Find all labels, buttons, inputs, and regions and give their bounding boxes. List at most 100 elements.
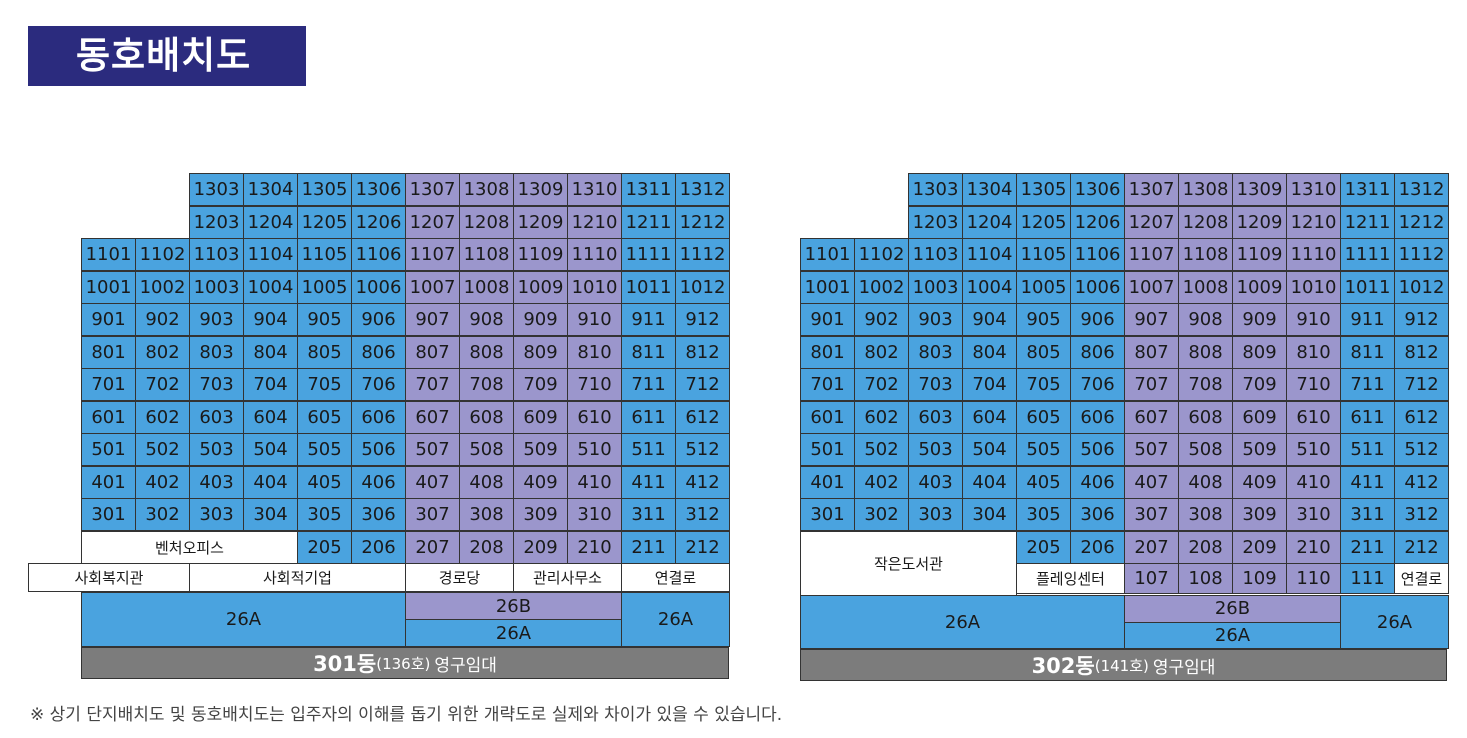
unit-cell: 709 <box>1232 368 1287 401</box>
unit-cell: 1303 <box>189 173 244 206</box>
unit-cell: 805 <box>1016 335 1071 369</box>
unit-cell: 501 <box>81 433 136 466</box>
building-301-caption: 301동 (136호) 영구임대 <box>81 647 729 679</box>
unit-cell: 802 <box>854 335 909 369</box>
unit-cell: 807 <box>1124 335 1179 369</box>
unit-cell: 303 <box>189 498 244 531</box>
unit-cell: 1004 <box>243 270 298 304</box>
unit-cell: 711 <box>621 368 676 401</box>
unit-cell: 902 <box>854 303 909 336</box>
unit-cell: 403 <box>189 465 244 499</box>
unit-cell: 509 <box>513 433 568 466</box>
unit-cell: 1311 <box>621 173 676 206</box>
unit-cell: 1101 <box>800 238 855 271</box>
unit-cell: 907 <box>1124 303 1179 336</box>
unit-cell: 1207 <box>1124 205 1179 239</box>
unit-cell: 1206 <box>351 205 406 239</box>
unit-cell: 205 <box>1016 530 1071 564</box>
unit-cell: 407 <box>405 465 460 499</box>
unit-cell: 906 <box>1070 303 1125 336</box>
unit-cell: 301 <box>81 498 136 531</box>
unit-cell: 812 <box>1394 335 1449 369</box>
unit-cell: 1204 <box>962 205 1017 239</box>
unit-cell: 1010 <box>1286 270 1341 304</box>
unit-cell: 209 <box>513 530 568 564</box>
unit-cell: 1205 <box>297 205 352 239</box>
unit-cell: 702 <box>135 368 190 401</box>
facility-label: 사회적기업 <box>189 563 406 592</box>
unit-cell: 908 <box>459 303 514 336</box>
unit-cell: 901 <box>800 303 855 336</box>
unit-cell: 1001 <box>81 270 136 304</box>
unit-cell: 407 <box>1124 465 1179 499</box>
unit-cell: 1110 <box>1286 238 1341 271</box>
unit-cell: 212 <box>1394 530 1449 564</box>
unit-cell: 108 <box>1178 563 1233 594</box>
unit-cell: 1009 <box>513 270 568 304</box>
unit-cell: 1010 <box>567 270 622 304</box>
unit-cell: 408 <box>459 465 514 499</box>
unit-cell: 308 <box>1178 498 1233 531</box>
unit-cell: 708 <box>459 368 514 401</box>
unit-cell: 401 <box>81 465 136 499</box>
unit-cell: 405 <box>297 465 352 499</box>
unit-cell: 307 <box>405 498 460 531</box>
unit-cell: 602 <box>135 400 190 434</box>
unit-cell: 801 <box>81 335 136 369</box>
unit-cell: 405 <box>1016 465 1071 499</box>
unit-cell: 1305 <box>1016 173 1071 206</box>
unit-cell: 510 <box>567 433 622 466</box>
unit-cell: 1211 <box>621 205 676 239</box>
unit-cell: 812 <box>675 335 730 369</box>
unit-cell: 1111 <box>1340 238 1395 271</box>
unit-cell: 1102 <box>135 238 190 271</box>
unit-cell: 806 <box>351 335 406 369</box>
unit-cell: 903 <box>908 303 963 336</box>
unit-cell: 612 <box>675 400 730 434</box>
unit-cell: 310 <box>567 498 622 531</box>
unit-cell: 1103 <box>189 238 244 271</box>
unit-cell: 311 <box>1340 498 1395 531</box>
unit-cell: 502 <box>135 433 190 466</box>
unit-cell: 306 <box>1070 498 1125 531</box>
unit-cell: 402 <box>135 465 190 499</box>
unit-cell: 1104 <box>962 238 1017 271</box>
unit-cell: 1212 <box>1394 205 1449 239</box>
unit-cell: 1207 <box>405 205 460 239</box>
unit-cell: 810 <box>1286 335 1341 369</box>
unit-cell: 1009 <box>1232 270 1287 304</box>
unit-cell: 1107 <box>405 238 460 271</box>
venture-office-label: 벤처오피스 <box>81 530 298 564</box>
unit-cell: 1312 <box>675 173 730 206</box>
unit-cell: 1309 <box>1232 173 1287 206</box>
unit-cell: 901 <box>81 303 136 336</box>
unit-cell: 811 <box>1340 335 1395 369</box>
library-label: 작은도서관 <box>800 530 1017 596</box>
housing-type: 영구임대 <box>1152 657 1216 678</box>
unit-cell: 612 <box>1394 400 1449 434</box>
unit-cell: 302 <box>135 498 190 531</box>
unit-cell: 1209 <box>1232 205 1287 239</box>
unit-cell: 802 <box>135 335 190 369</box>
unit-cell: 508 <box>1178 433 1233 466</box>
unit-cell: 707 <box>1124 368 1179 401</box>
building-302-caption: 302동 (141호) 영구임대 <box>800 649 1447 681</box>
unit-cell: 1007 <box>405 270 460 304</box>
page-title: 동호배치도 <box>28 26 306 86</box>
unit-cell: 710 <box>567 368 622 401</box>
unit-cell: 703 <box>908 368 963 401</box>
unit-cell: 811 <box>621 335 676 369</box>
unit-cell: 708 <box>1178 368 1233 401</box>
unit-cell: 1004 <box>962 270 1017 304</box>
unit-cell: 912 <box>675 303 730 336</box>
unit-cell: 412 <box>1394 465 1449 499</box>
unit-cell: 1112 <box>675 238 730 271</box>
unit-cell: 312 <box>675 498 730 531</box>
unit-cell: 208 <box>1178 530 1233 564</box>
unit-cell: 712 <box>675 368 730 401</box>
unit-cell: 907 <box>405 303 460 336</box>
unit-cell: 1204 <box>243 205 298 239</box>
unit-cell: 602 <box>854 400 909 434</box>
unit-cell: 307 <box>1124 498 1179 531</box>
unit-cell: 1101 <box>81 238 136 271</box>
